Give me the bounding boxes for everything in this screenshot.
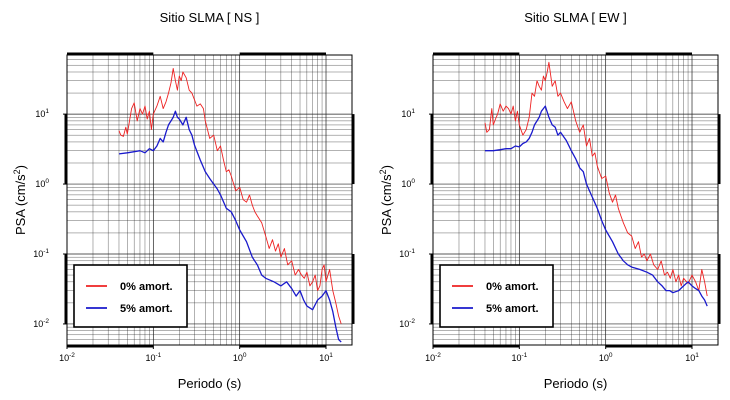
y-axis-label-text: PSA (cm/s: [13, 174, 28, 235]
x-tick-label: 10-2: [425, 352, 441, 363]
x-tick-label: 10-2: [59, 352, 75, 363]
legend-label: 0% amort.: [486, 281, 539, 293]
border-segment: [718, 253, 721, 324]
x-tick-label-base: 10: [685, 353, 695, 363]
y-tick-label: 100: [401, 178, 415, 189]
x-tick-label: 100: [599, 352, 613, 363]
plot-border: [64, 52, 355, 348]
legend-box: [73, 264, 188, 328]
x-tick-label-exponent: -2: [435, 352, 441, 359]
chart-title: Sitio SLMA [ NS ]: [160, 10, 260, 25]
border-segment: [352, 253, 355, 324]
y-axis-label-superscript: 2: [12, 169, 22, 174]
y-tick-label-exponent: 1: [45, 108, 49, 115]
y-tick-label-base: 10: [399, 249, 409, 259]
plot-border: [430, 52, 721, 348]
y-tick-label-exponent: 1: [411, 108, 415, 115]
border-segment: [239, 52, 327, 55]
chart-title: Sitio SLMA [ EW ]: [524, 10, 627, 25]
border-segment: [605, 345, 693, 348]
y-tick-label-base: 10: [33, 319, 43, 329]
legend: 0% amort. 5% amort.: [73, 264, 188, 328]
x-tick-label-base: 10: [425, 353, 435, 363]
border-segment: [67, 345, 154, 348]
y-tick-label: 10-1: [399, 248, 415, 259]
x-tick-label-exponent: 0: [609, 352, 613, 359]
y-tick-label-base: 10: [33, 249, 43, 259]
y-tick-label: 101: [35, 108, 49, 119]
y-axis-label-close: ): [379, 165, 394, 169]
y-axis-label-superscript: 2: [378, 169, 388, 174]
x-tick-label: 100: [233, 352, 247, 363]
series-group: [118, 67, 342, 343]
x-tick-label-exponent: -2: [69, 352, 75, 359]
border-segment: [67, 52, 154, 55]
x-tick-label-base: 10: [59, 353, 69, 363]
x-tick-label-exponent: -1: [155, 352, 161, 359]
x-axis-label: Periodo (s): [178, 376, 242, 391]
series-line-5pct-damping: [118, 110, 342, 343]
x-tick-label: 10-1: [511, 352, 527, 363]
border-segment: [430, 253, 433, 324]
plot-frame: [432, 54, 719, 346]
y-tick-label-exponent: -2: [409, 318, 415, 325]
y-tick-label: 10-1: [33, 248, 49, 259]
y-tick-label: 10-2: [33, 318, 49, 329]
series-group: [484, 61, 708, 307]
x-axis-label: Periodo (s): [544, 376, 608, 391]
border-segment: [352, 114, 355, 185]
y-tick-label-base: 10: [35, 109, 45, 119]
x-tick-label: 101: [685, 352, 699, 363]
x-tick-label-base: 10: [511, 353, 521, 363]
x-tick-label-exponent: -1: [521, 352, 527, 359]
y-tick-label-base: 10: [401, 109, 411, 119]
series-line-0pct-damping: [484, 61, 708, 297]
y-tick-label-exponent: -2: [43, 318, 49, 325]
y-tick-label-exponent: -1: [409, 248, 415, 255]
legend-label: 5% amort.: [120, 303, 173, 315]
y-tick-label-exponent: 0: [411, 178, 415, 185]
legend-box: [439, 264, 554, 328]
y-axis-label-close: ): [13, 165, 28, 169]
x-tick-label-base: 10: [599, 353, 609, 363]
y-tick-label-exponent: 0: [45, 178, 49, 185]
legend-label: 5% amort.: [486, 303, 539, 315]
x-tick-label-exponent: 0: [243, 352, 247, 359]
x-tick-label: 101: [319, 352, 333, 363]
y-tick-label-exponent: -1: [43, 248, 49, 255]
y-tick-label: 100: [35, 178, 49, 189]
series-line-5pct-damping: [485, 105, 708, 307]
border-segment: [433, 345, 520, 348]
border-segment: [239, 345, 327, 348]
legend: 0% amort. 5% amort.: [439, 264, 554, 328]
x-tick-label-exponent: 1: [695, 352, 699, 359]
x-tick-label-base: 10: [233, 353, 243, 363]
legend-label: 0% amort.: [120, 281, 173, 293]
border-segment: [430, 114, 433, 185]
border-segment: [605, 52, 693, 55]
y-tick-label-base: 10: [35, 179, 45, 189]
y-tick-label: 10-2: [399, 318, 415, 329]
border-segment: [64, 253, 67, 324]
plot-frame: [66, 54, 353, 346]
y-axis-label-text: PSA (cm/s: [379, 174, 394, 235]
x-tick-label-base: 10: [145, 353, 155, 363]
border-segment: [718, 114, 721, 185]
y-tick-label-base: 10: [401, 179, 411, 189]
y-axis-label: PSA (cm/s2): [378, 165, 394, 235]
y-tick-label: 101: [401, 108, 415, 119]
y-axis-label: PSA (cm/s2): [12, 165, 28, 235]
y-tick-label-base: 10: [399, 319, 409, 329]
x-tick-label-exponent: 1: [329, 352, 333, 359]
border-segment: [64, 114, 67, 185]
border-segment: [433, 52, 520, 55]
x-tick-label-base: 10: [319, 353, 329, 363]
series-line-0pct-damping: [118, 67, 342, 325]
x-tick-label: 10-1: [145, 352, 161, 363]
